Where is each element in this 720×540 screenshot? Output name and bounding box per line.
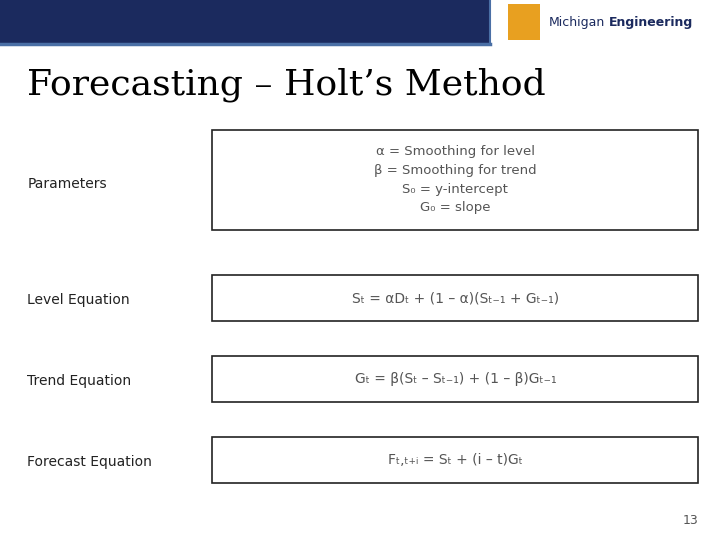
Text: Fₜ,ₜ₊ᵢ = Sₜ + (i – t)Gₜ: Fₜ,ₜ₊ᵢ = Sₜ + (i – t)Gₜ: [388, 454, 523, 467]
Text: Engineering: Engineering: [608, 16, 693, 29]
Text: G₀ = slope: G₀ = slope: [420, 201, 490, 214]
Text: Michigan: Michigan: [549, 16, 605, 29]
Text: α = Smoothing for level: α = Smoothing for level: [376, 145, 535, 158]
Bar: [212, 356, 698, 402]
Text: Parameters: Parameters: [27, 177, 107, 191]
Text: β = Smoothing for trend: β = Smoothing for trend: [374, 164, 536, 177]
Bar: [508, 4, 540, 40]
Text: S₀ = y-intercept: S₀ = y-intercept: [402, 183, 508, 195]
Bar: [0, 0, 490, 44]
Text: Sₜ = αDₜ + (1 – α)(Sₜ₋₁ + Gₜ₋₁): Sₜ = αDₜ + (1 – α)(Sₜ₋₁ + Gₜ₋₁): [352, 292, 559, 305]
Bar: [490, 0, 720, 44]
Text: Trend Equation: Trend Equation: [27, 374, 132, 388]
Bar: [212, 437, 698, 483]
Bar: [212, 275, 698, 321]
Text: Level Equation: Level Equation: [27, 293, 130, 307]
Bar: [212, 130, 698, 230]
Text: Forecasting – Holt’s Method: Forecasting – Holt’s Method: [27, 68, 546, 102]
Text: 13: 13: [683, 514, 698, 526]
Text: Forecast Equation: Forecast Equation: [27, 455, 152, 469]
Text: Gₜ = β(Sₜ – Sₜ₋₁) + (1 – β)Gₜ₋₁: Gₜ = β(Sₜ – Sₜ₋₁) + (1 – β)Gₜ₋₁: [354, 373, 557, 386]
